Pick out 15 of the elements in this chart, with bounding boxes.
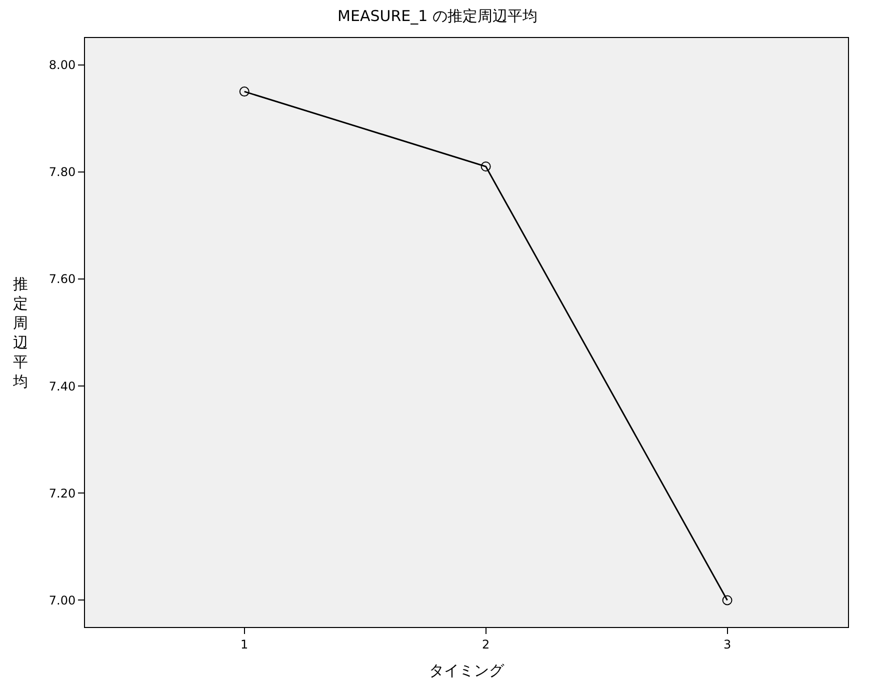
point [722,595,732,606]
x-axis-title: タイミング [429,661,505,680]
y-axis-title: 推定周辺平均 [12,275,28,390]
x-tick-label: 2 [482,637,490,652]
point [480,162,491,172]
y-tick-label: 7.00 [48,593,76,608]
y-tick-label: 7.20 [48,486,76,500]
x-tick-label: 3 [723,637,732,652]
chart-title: MEASURE_1 の推定周辺平均 [338,6,538,25]
y-tick-label: 7.40 [48,379,76,394]
y-tick-label: 7.80 [48,165,76,180]
point [239,86,250,97]
y-tick-label: 8.00 [48,58,76,72]
y-tick-label: 7.60 [48,272,76,286]
x-tick-label: 1 [240,637,248,652]
